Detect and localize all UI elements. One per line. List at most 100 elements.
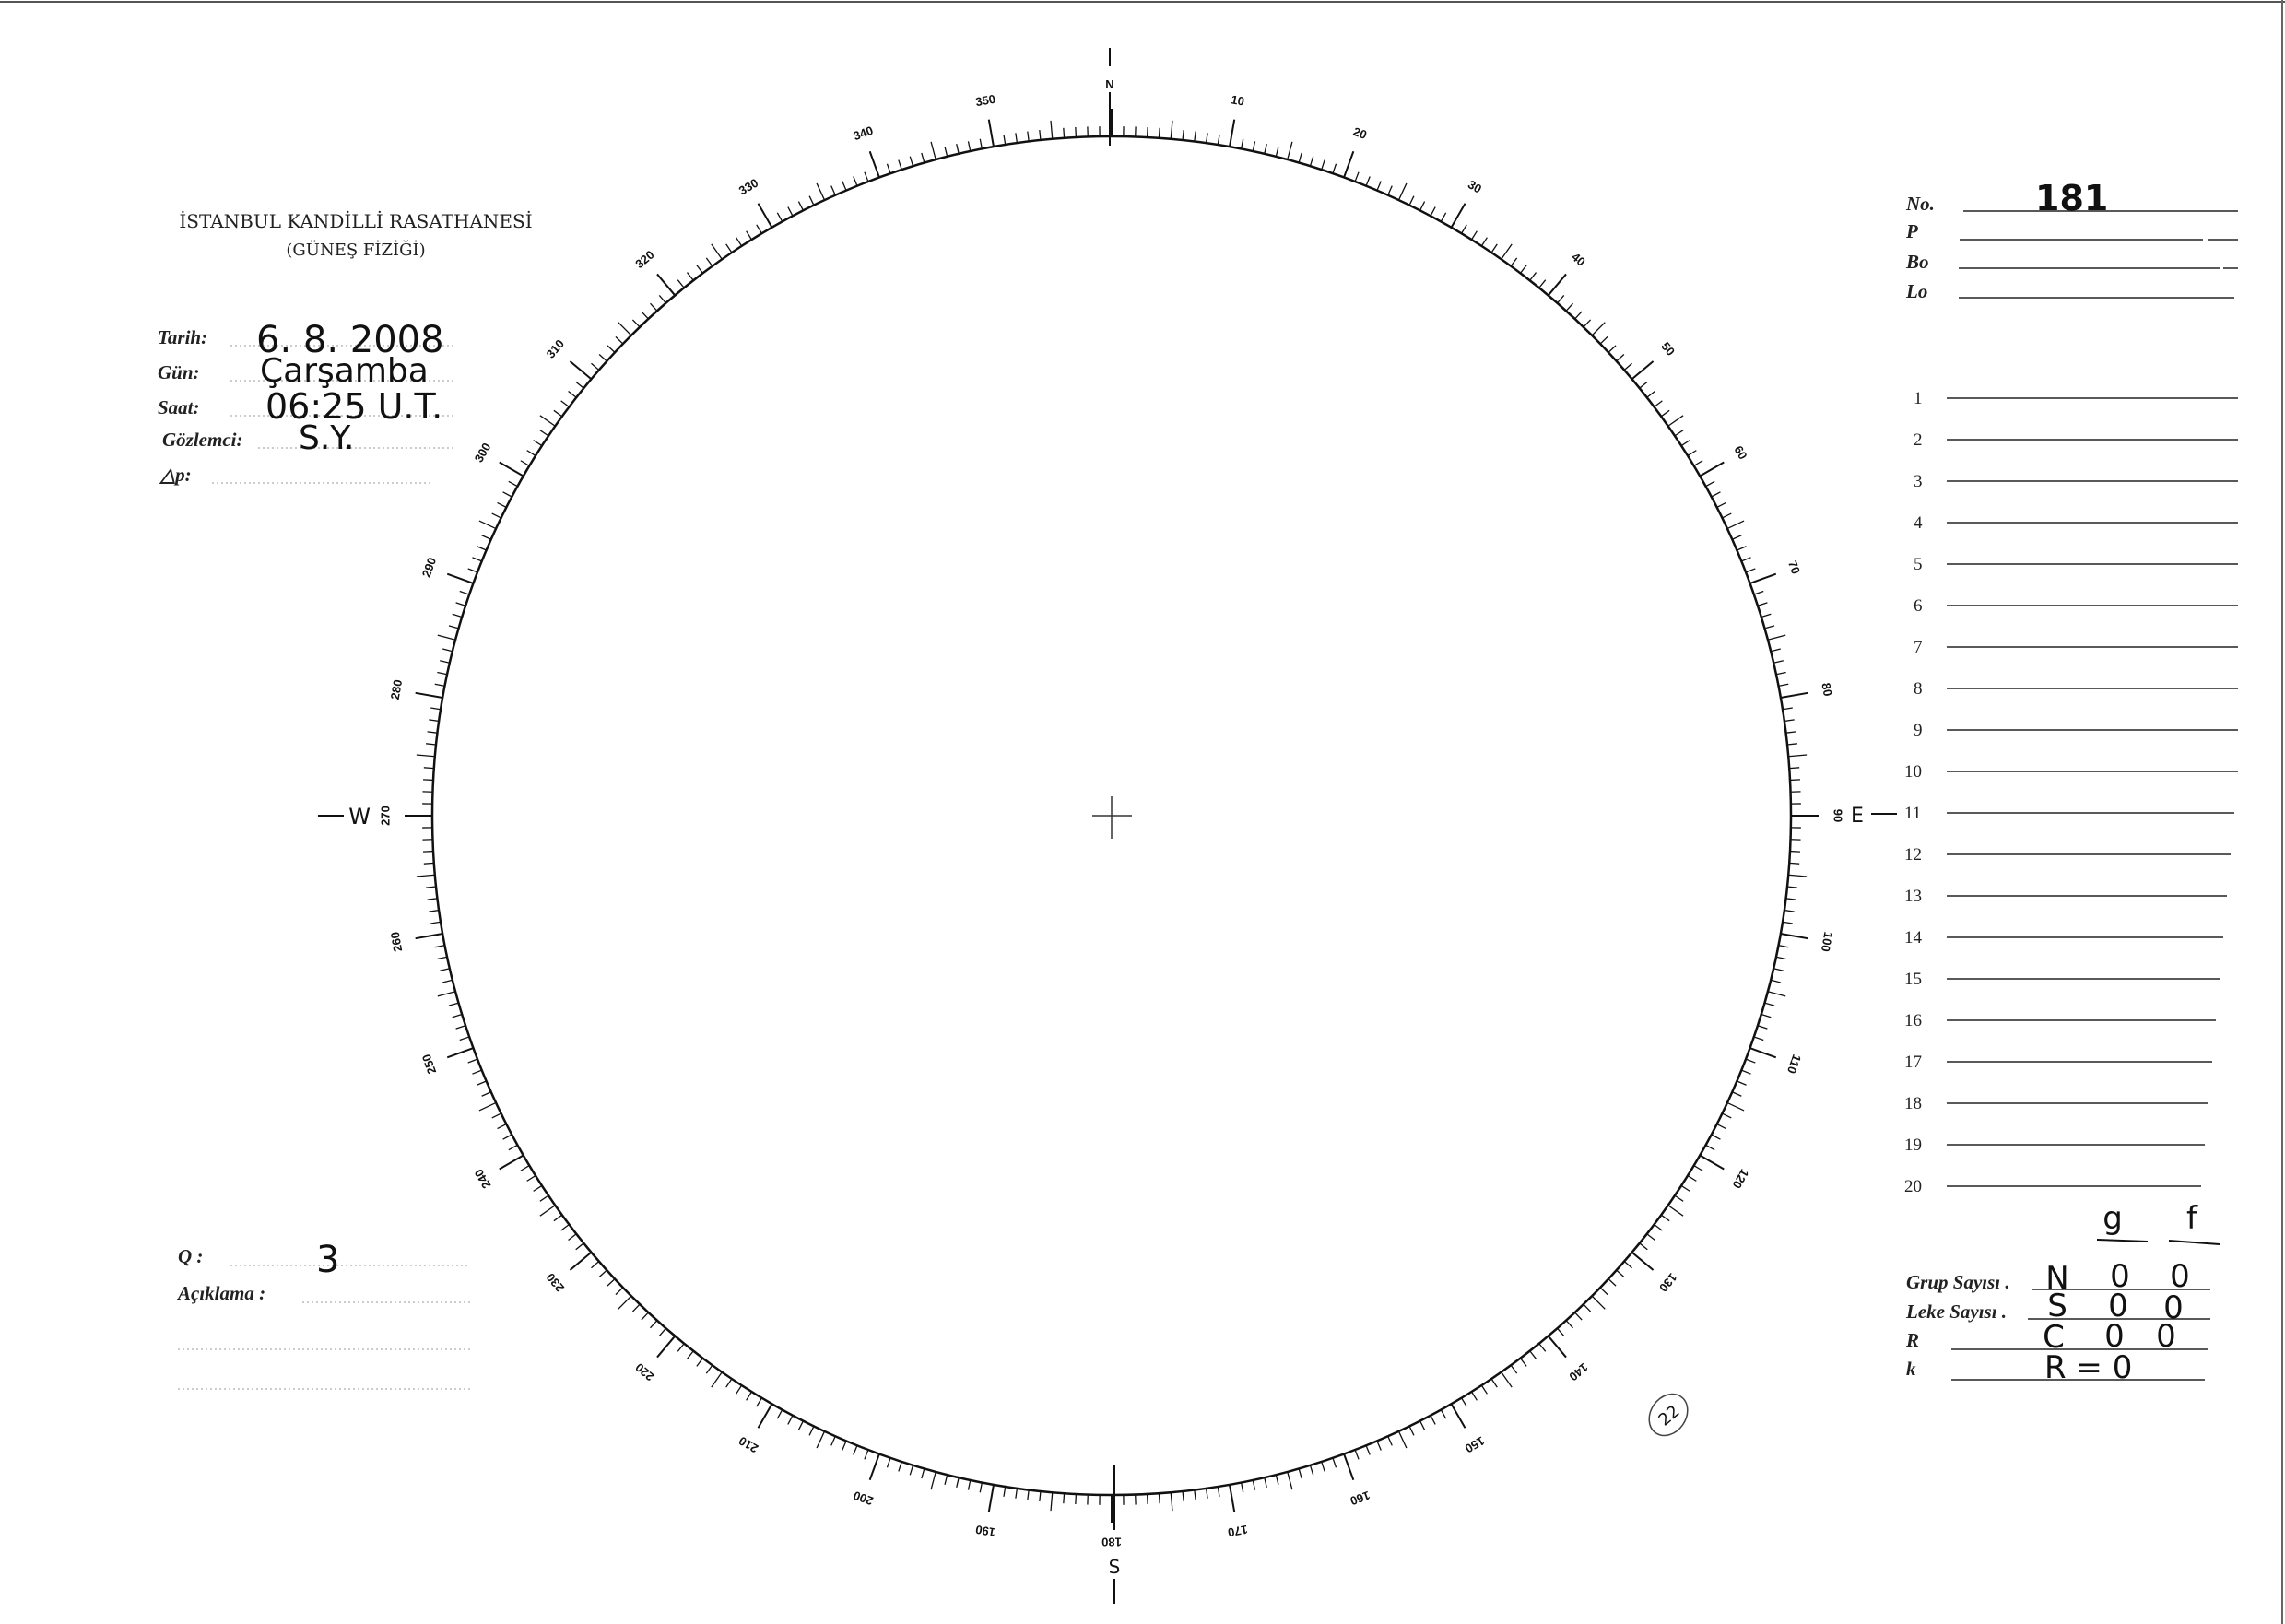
degree-tick bbox=[1240, 1482, 1244, 1493]
degree-tick bbox=[1461, 224, 1467, 234]
department-subtitle: (GÜNEŞ FİZİĞİ) bbox=[286, 239, 425, 260]
degree-tick bbox=[1470, 230, 1478, 241]
degree-tick bbox=[422, 850, 434, 853]
spot-row: 16 bbox=[1904, 1011, 2216, 1030]
degree-tick bbox=[1780, 932, 1808, 940]
spot-row: 15 bbox=[1904, 970, 2220, 989]
degree-tick bbox=[1654, 400, 1663, 407]
degree-tick bbox=[1716, 501, 1726, 508]
degree-label: 250 bbox=[419, 1053, 440, 1077]
row-number: 20 bbox=[1904, 1177, 1922, 1196]
degree-tick bbox=[1745, 1058, 1756, 1064]
degree-tick bbox=[1778, 683, 1789, 688]
degree-tick bbox=[1321, 1461, 1325, 1472]
degree-tick bbox=[1015, 133, 1019, 144]
degree-tick bbox=[830, 185, 836, 195]
degree-label: 110 bbox=[1784, 1053, 1804, 1076]
date-field: Tarih: 6. 8. 2008 bbox=[158, 319, 453, 361]
svg-text:0: 0 bbox=[2110, 1258, 2130, 1295]
degree-tick bbox=[1732, 535, 1742, 540]
degree-tick bbox=[1591, 322, 1606, 336]
degree-tick bbox=[1182, 1490, 1184, 1501]
degree-tick bbox=[736, 1384, 743, 1395]
row-number: 17 bbox=[1904, 1053, 1922, 1072]
spot-row: 4 bbox=[1914, 513, 2238, 533]
degree-tick bbox=[1654, 1224, 1663, 1231]
spot-row: 10 bbox=[1904, 762, 2238, 782]
degree-tick bbox=[560, 1224, 570, 1231]
degree-tick bbox=[416, 754, 435, 758]
degree-tick bbox=[607, 345, 616, 353]
degree-tick bbox=[598, 1269, 607, 1277]
degree-tick bbox=[1767, 991, 1786, 997]
svg-text:N: N bbox=[2045, 1260, 2068, 1297]
degree-tick bbox=[898, 159, 902, 171]
svg-text:0: 0 bbox=[2104, 1318, 2125, 1355]
degree-tick bbox=[1387, 1436, 1393, 1446]
degree-tick bbox=[1050, 120, 1054, 139]
degree-tick bbox=[481, 1091, 491, 1097]
degree-tick bbox=[677, 279, 685, 288]
row-number: 19 bbox=[1904, 1136, 1922, 1155]
degree-tick bbox=[842, 181, 847, 191]
degree-tick bbox=[1716, 1124, 1726, 1130]
degree-tick bbox=[1520, 1358, 1527, 1367]
degree-tick bbox=[472, 557, 482, 562]
degree-tick bbox=[1194, 131, 1196, 142]
degree-tick bbox=[641, 311, 649, 320]
degree-tick bbox=[930, 141, 936, 160]
degree-tick bbox=[1583, 319, 1592, 328]
degree-tick bbox=[1252, 141, 1256, 152]
degree-tick bbox=[1737, 1080, 1747, 1086]
degree-tick bbox=[1745, 568, 1756, 573]
svg-text:0: 0 bbox=[2170, 1258, 2190, 1295]
degree-tick bbox=[497, 501, 507, 508]
degree-tick bbox=[816, 1430, 826, 1449]
degree-tick bbox=[853, 176, 858, 186]
degree-tick bbox=[797, 1420, 804, 1430]
degree-tick bbox=[1490, 243, 1498, 253]
degree-tick bbox=[1490, 1378, 1498, 1388]
degree-tick bbox=[1287, 1471, 1293, 1490]
degree-tick bbox=[1430, 1415, 1436, 1425]
degree-tick bbox=[1332, 163, 1337, 174]
degree-tick bbox=[1786, 886, 1797, 888]
row-number: 18 bbox=[1904, 1094, 1922, 1113]
degree-tick bbox=[797, 201, 804, 211]
date-value: 6. 8. 2008 bbox=[256, 319, 444, 361]
degree-tick bbox=[472, 1069, 482, 1075]
degree-tick bbox=[886, 163, 891, 174]
degree-tick bbox=[1217, 1486, 1220, 1497]
degree-tick bbox=[569, 1251, 593, 1271]
degree-tick bbox=[1693, 1165, 1703, 1171]
degree-tick bbox=[756, 1397, 762, 1407]
degree-tick bbox=[1205, 1488, 1208, 1499]
degree-tick bbox=[1773, 968, 1784, 971]
degree-tick bbox=[1789, 862, 1800, 865]
notes-field: Açıklama : bbox=[176, 1282, 470, 1390]
degree-tick bbox=[1788, 754, 1808, 758]
degree-tick bbox=[1027, 131, 1030, 142]
degree-tick bbox=[446, 572, 474, 584]
degree-tick bbox=[568, 390, 577, 398]
degree-label: 10 bbox=[1230, 92, 1245, 108]
degree-tick bbox=[1298, 152, 1302, 163]
degree-tick bbox=[1343, 1453, 1355, 1481]
degree-tick bbox=[1501, 1371, 1513, 1388]
degree-tick bbox=[1574, 311, 1583, 320]
degree-label: 90 bbox=[1832, 809, 1845, 822]
degree-tick bbox=[1332, 1457, 1337, 1468]
degree-tick bbox=[1228, 1484, 1236, 1512]
degree-tick bbox=[1538, 279, 1547, 288]
degree-label: 190 bbox=[974, 1523, 996, 1540]
degree-tick bbox=[1376, 1441, 1382, 1451]
degree-tick bbox=[944, 147, 948, 158]
degree-tick bbox=[1687, 1174, 1697, 1182]
degree-tick bbox=[1674, 430, 1684, 437]
degree-tick bbox=[1557, 295, 1565, 304]
degree-tick bbox=[423, 862, 434, 865]
degree-tick bbox=[429, 909, 440, 912]
degree-tick bbox=[705, 257, 713, 267]
degree-label: 80 bbox=[1819, 682, 1834, 698]
degree-tick bbox=[568, 1233, 577, 1242]
